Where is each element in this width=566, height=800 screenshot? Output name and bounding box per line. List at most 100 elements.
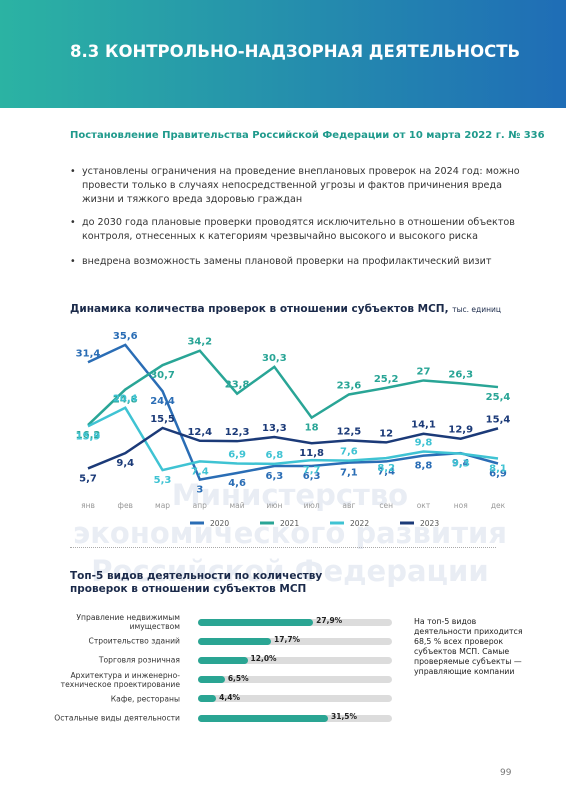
data-label: 25,2 xyxy=(374,374,399,385)
bar xyxy=(198,637,272,645)
x-tick-label: июл xyxy=(304,501,320,510)
data-label: 9,4 xyxy=(452,458,470,469)
bar xyxy=(198,714,329,722)
category-label: Строительство зданий xyxy=(88,636,180,646)
data-label: 14,1 xyxy=(411,420,436,431)
series-line xyxy=(87,343,499,482)
bar-track xyxy=(198,676,392,684)
data-label: 12,0% xyxy=(250,654,277,664)
x-tick-label: фев xyxy=(118,501,133,510)
data-label: 30,7 xyxy=(150,370,175,381)
bar xyxy=(198,656,248,664)
x-tick-label: ноя xyxy=(454,501,468,510)
data-label: 7,4 xyxy=(191,466,209,477)
x-tick-label: апр xyxy=(193,501,207,510)
series-line xyxy=(87,349,499,426)
x-tick-label: мар xyxy=(155,501,170,510)
x-tick-label: окт xyxy=(417,501,431,510)
legend-label: 2022 xyxy=(350,519,369,528)
data-label: 12,5 xyxy=(337,426,362,437)
data-label: 26,3 xyxy=(448,369,473,380)
chart-title-text: Динамика количества проверок в отношении… xyxy=(70,303,449,315)
line-chart: янв фев мар апр май июн июл авг сен окт ноя дек 31,4… xyxy=(76,331,511,528)
data-label: 25,4 xyxy=(486,392,511,403)
header-title: 8.3 КОНТРОЛЬНО-НАДЗОРНАЯ ДЕЯТЕЛЬНОСТЬ xyxy=(70,42,521,61)
data-label: 6,9 xyxy=(228,449,246,460)
data-label: 11,8 xyxy=(299,448,324,459)
data-label: 7,1 xyxy=(340,468,358,479)
separator xyxy=(70,547,496,548)
data-label: 27 xyxy=(416,366,430,377)
chart-unit: тыс. единиц xyxy=(452,305,501,314)
bullet: установлены ограничения на проведение вн… xyxy=(70,165,527,207)
legend-label: 2023 xyxy=(420,519,439,528)
data-label: 23,6 xyxy=(337,380,362,391)
data-label: 6,3 xyxy=(303,471,321,482)
bullet: внедрена возможность замены плановой про… xyxy=(70,255,527,269)
series-line xyxy=(87,426,499,470)
data-label: 20,4 xyxy=(113,394,138,405)
data-label: 30,3 xyxy=(262,353,287,364)
data-label: 35,6 xyxy=(113,331,138,342)
data-label: 9,3 xyxy=(452,459,470,470)
data-label: 15,4 xyxy=(486,414,511,425)
category-label: Остальные виды деятельности xyxy=(54,713,180,723)
bar-track xyxy=(198,656,392,664)
data-label: 6,9 xyxy=(489,468,507,479)
category-label: Архитектура и инженерно-техническое прое… xyxy=(60,670,180,689)
data-label: 4,6 xyxy=(228,478,246,489)
data-label: 4,4% xyxy=(219,692,240,702)
legend-label: 2020 xyxy=(210,519,229,528)
data-label: 5,7 xyxy=(79,473,97,484)
x-tick-label: дек xyxy=(491,501,506,510)
category-label: Управление недвижимым имуществом xyxy=(76,613,180,631)
page-number: 99 xyxy=(500,768,512,778)
note: На топ-5 видов деятельности приходится 6… xyxy=(414,617,523,676)
chart-title: Динамика количества проверок в отношении… xyxy=(70,303,501,315)
x-tick-label: июн xyxy=(266,501,282,510)
bar xyxy=(198,695,217,703)
data-label: 15,5 xyxy=(150,414,175,425)
data-label: 24,8 xyxy=(113,395,138,406)
data-label: 8,2 xyxy=(377,463,395,474)
bar-title: Топ-5 видов деятельности по количеству п… xyxy=(70,570,323,595)
data-label: 6,5% xyxy=(227,673,249,683)
header: 8.3 КОНТРОЛЬНО-НАДЗОРНАЯ ДЕЯТЕЛЬНОСТЬ xyxy=(0,0,566,108)
data-label: 5,3 xyxy=(154,475,172,486)
data-label: 8,8 xyxy=(415,461,433,472)
data-label: 18 xyxy=(305,423,319,434)
data-label: 31,5% xyxy=(331,712,358,721)
data-label: 7,7 xyxy=(303,465,321,476)
x-tick-label: май xyxy=(230,501,245,510)
category-label: Торговля розничная xyxy=(98,655,180,665)
x-tick-label: сен xyxy=(379,501,393,510)
data-label: 12,4 xyxy=(187,427,212,438)
bar xyxy=(198,618,314,626)
legend-label: 2021 xyxy=(280,519,299,528)
data-label: 31,4 xyxy=(76,348,101,359)
data-label: 3 xyxy=(196,485,203,496)
data-label: 34,2 xyxy=(187,337,212,348)
x-tick-label: авг xyxy=(342,501,355,510)
data-label: 12,9 xyxy=(448,425,473,436)
data-label: 16,2 xyxy=(76,430,101,441)
data-label: 7,4 xyxy=(377,466,395,477)
data-label: 6,8 xyxy=(266,450,284,461)
subtitle: Постановление Правительства Российской Ф… xyxy=(70,130,545,141)
data-label: 15,9 xyxy=(76,431,101,442)
data-label: 9,8 xyxy=(415,438,433,449)
category-label: Кафе, рестораны xyxy=(110,694,180,704)
series-line xyxy=(87,406,499,472)
data-label: 8,1 xyxy=(489,464,507,475)
bullet: до 2030 года плановые проверки проводятс… xyxy=(70,216,527,244)
data-label: 9,4 xyxy=(116,458,134,469)
data-label: 12,3 xyxy=(225,427,250,438)
data-label: 7,6 xyxy=(340,447,358,458)
bar-track xyxy=(198,637,392,645)
watermark: Министерство экономического развития Рос… xyxy=(73,478,507,588)
data-label: 13,3 xyxy=(262,423,287,434)
data-label: 24,4 xyxy=(150,396,175,407)
bar-track xyxy=(198,695,392,703)
